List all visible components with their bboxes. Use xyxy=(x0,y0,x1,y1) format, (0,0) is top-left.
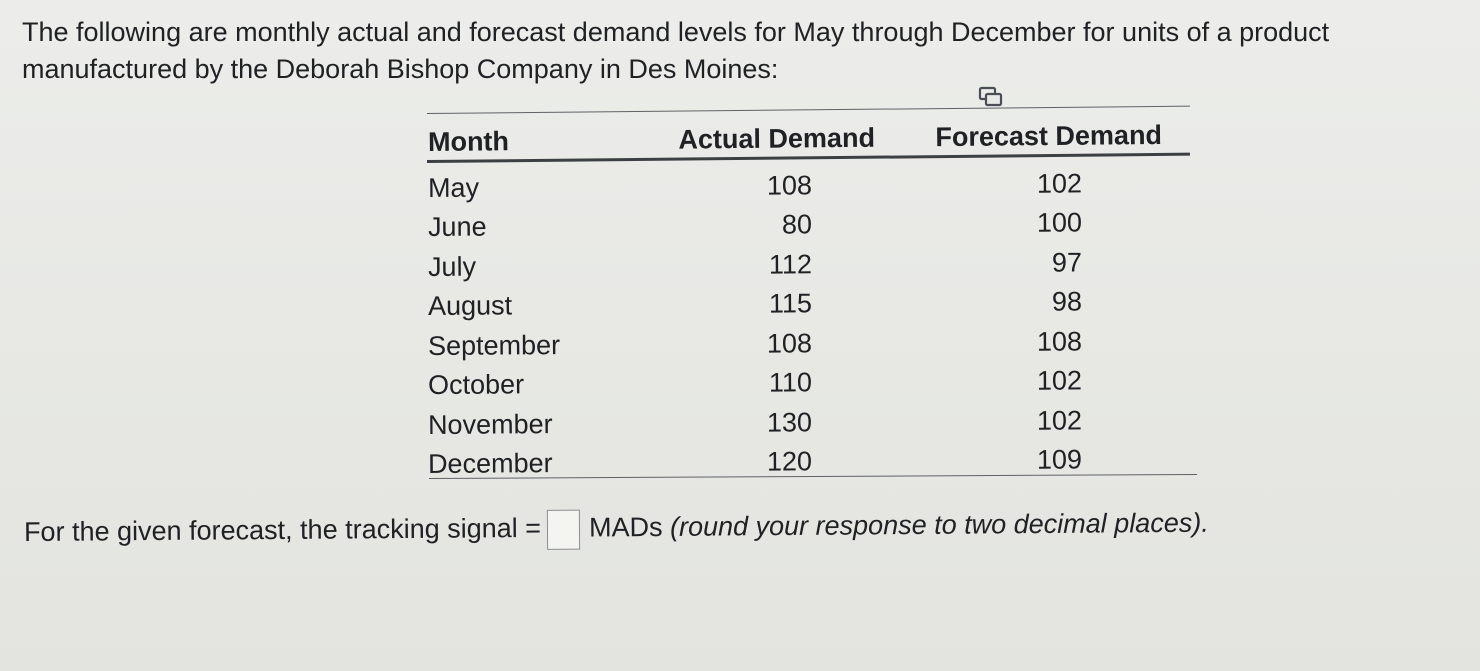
cell-forecast: 97 xyxy=(1051,247,1083,278)
cell-actual: 108 xyxy=(766,170,813,201)
table-row: August 115 98 xyxy=(427,283,1192,324)
table-row: May 108 102 xyxy=(427,165,1192,206)
cell-actual: 80 xyxy=(781,209,813,240)
header-forecast-demand: Forecast Demand xyxy=(935,119,1163,153)
table-row: June 80 100 xyxy=(427,204,1192,245)
table-row: July 112 97 xyxy=(427,244,1192,285)
cell-month: August xyxy=(427,290,513,321)
cell-forecast: 98 xyxy=(1051,286,1083,317)
answer-prompt: For the given forecast, the tracking sig… xyxy=(24,503,1209,554)
rounding-hint: (round your response to two decimal plac… xyxy=(669,507,1209,542)
cell-forecast: 102 xyxy=(1036,365,1083,396)
intro-line-1: The following are monthly actual and for… xyxy=(22,17,1330,47)
cell-month: September xyxy=(427,330,561,361)
question-intro: The following are monthly actual and for… xyxy=(22,14,1442,88)
table-row: October 110 102 xyxy=(427,362,1192,403)
prompt-prefix: For the given forecast, the tracking sig… xyxy=(23,512,542,547)
table-row: September 108 108 xyxy=(427,323,1192,364)
cell-actual: 108 xyxy=(766,328,813,359)
prompt-units: MADs xyxy=(588,511,663,543)
intro-line-2: manufactured by the Deborah Bishop Compa… xyxy=(22,54,779,84)
table-top-rule xyxy=(426,105,1190,114)
cell-actual: 112 xyxy=(768,249,813,280)
cell-forecast: 100 xyxy=(1036,207,1083,238)
cell-month: May xyxy=(427,172,480,203)
cell-forecast: 109 xyxy=(1036,444,1083,475)
cell-forecast: 102 xyxy=(1036,168,1083,199)
cell-month: June xyxy=(427,211,487,242)
cell-actual: 115 xyxy=(768,288,813,319)
cell-actual: 110 xyxy=(768,367,813,398)
cell-month: November xyxy=(427,409,553,440)
copy-table-icon[interactable] xyxy=(978,86,1004,108)
cell-month: October xyxy=(427,369,525,400)
tracking-signal-input[interactable] xyxy=(546,509,581,550)
cell-forecast: 102 xyxy=(1036,405,1083,436)
cell-forecast: 108 xyxy=(1036,326,1083,357)
cell-month: July xyxy=(427,251,477,282)
header-actual-demand: Actual Demand xyxy=(678,122,876,155)
table-row: November 130 102 xyxy=(427,402,1192,443)
header-month: Month xyxy=(427,126,510,157)
cell-actual: 130 xyxy=(766,407,813,438)
cell-actual: 120 xyxy=(766,446,813,477)
